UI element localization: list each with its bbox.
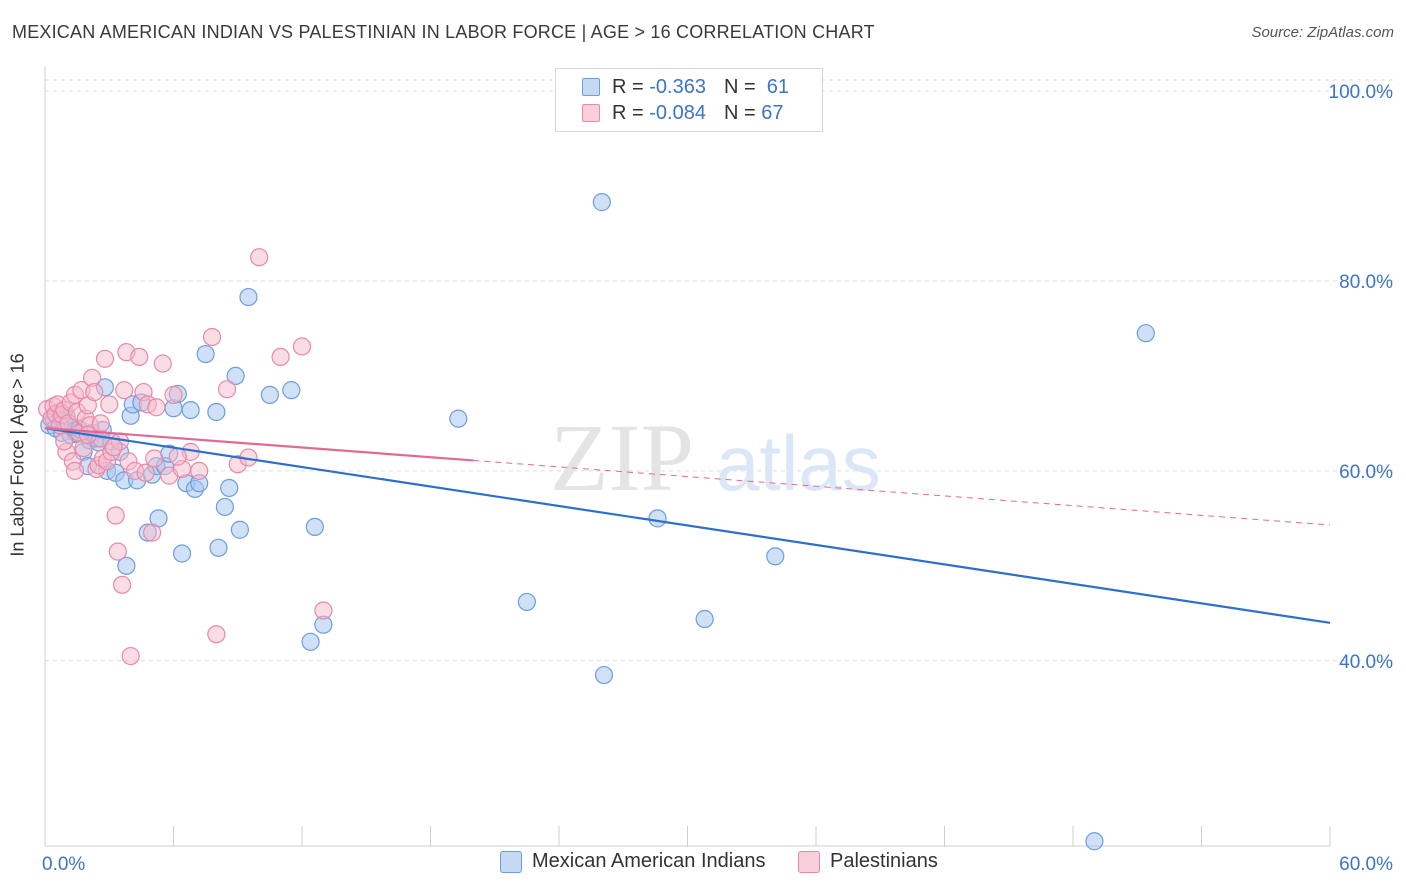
point-mexican-american-indians xyxy=(648,509,667,528)
series-mexican-american-indians xyxy=(40,193,1155,851)
point-mexican-american-indians xyxy=(260,385,279,404)
point-mexican-american-indians xyxy=(305,517,324,537)
point-palestinians xyxy=(147,398,166,417)
point-palestinians xyxy=(100,395,119,414)
legend-swatch-blue xyxy=(500,850,522,873)
point-palestinians xyxy=(55,432,74,451)
point-mexican-american-indians xyxy=(766,547,785,566)
point-palestinians xyxy=(250,248,269,267)
point-palestinians xyxy=(130,347,149,367)
point-palestinians xyxy=(142,523,162,542)
point-mexican-american-indians xyxy=(220,478,239,498)
stats-row-blue: R = -0.363 N = 61 xyxy=(582,74,789,100)
point-mexican-american-indians xyxy=(301,632,320,651)
legend-label-palestinians: Palestinians xyxy=(830,850,938,872)
gridlines xyxy=(45,79,1394,662)
point-palestinians xyxy=(217,380,237,399)
stats-r-value-blue: -0.363 xyxy=(649,75,706,98)
x-tick-label: 60.0% xyxy=(1339,854,1393,875)
legend-item-mexican-american-indians[interactable]: Mexican American Indians xyxy=(500,850,765,873)
point-palestinians xyxy=(91,414,110,433)
point-mexican-american-indians xyxy=(226,366,245,386)
watermark: ZIP atlas xyxy=(550,404,881,511)
chart-source: Source: ZipAtlas.com xyxy=(1251,24,1394,41)
point-palestinians xyxy=(164,385,183,404)
point-mexican-american-indians xyxy=(517,592,536,612)
stats-r-label: R = xyxy=(612,101,644,124)
y-tick-labels: 40.0% 60.0% 80.0% 100.0% xyxy=(1329,82,1394,673)
point-palestinians xyxy=(207,625,226,644)
legend-item-palestinians[interactable]: Palestinians xyxy=(798,850,938,873)
trend-lines xyxy=(44,427,1331,624)
stats-n-label: N = xyxy=(723,101,756,124)
point-palestinians xyxy=(145,449,164,468)
stats-r-label: R = xyxy=(612,75,644,98)
stats-r-value-pink: -0.084 xyxy=(649,101,706,124)
point-palestinians xyxy=(292,337,312,356)
x-tick-labels: 0.0% 60.0% xyxy=(42,854,1393,875)
point-palestinians xyxy=(153,354,172,373)
point-mexican-american-indians xyxy=(1085,832,1104,851)
legend-swatch-pink xyxy=(798,850,820,873)
point-mexican-american-indians xyxy=(207,402,226,422)
point-mexican-american-indians xyxy=(592,193,611,212)
legend-label-mexican-american-indians: Mexican American Indians xyxy=(532,850,766,872)
point-palestinians xyxy=(65,461,85,480)
point-mexican-american-indians xyxy=(239,287,258,307)
y-tick-label: 40.0% xyxy=(1339,652,1393,673)
axes xyxy=(44,66,1331,847)
point-mexican-american-indians xyxy=(172,544,192,563)
watermark-zip: ZIP xyxy=(550,404,694,511)
trend-line-palestinians-extension xyxy=(473,459,1331,526)
point-mexican-american-indians xyxy=(209,538,228,557)
point-palestinians xyxy=(190,461,209,480)
point-mexican-american-indians xyxy=(230,520,249,539)
point-palestinians xyxy=(121,646,140,666)
point-mexican-american-indians xyxy=(695,609,714,629)
point-palestinians xyxy=(168,447,187,466)
point-mexican-american-indians xyxy=(594,665,614,685)
bottom-legend: Mexican American Indians Palestinians xyxy=(0,850,1406,878)
point-mexican-american-indians xyxy=(196,344,215,364)
stats-swatch-blue xyxy=(582,78,600,96)
point-palestinians xyxy=(115,381,134,400)
point-palestinians xyxy=(85,382,104,402)
y-tick-label: 60.0% xyxy=(1339,462,1393,483)
stats-n-value-pink: 67 xyxy=(761,101,784,124)
y-axis-title: In Labor Force | Age > 16 xyxy=(7,353,28,557)
point-mexican-american-indians xyxy=(282,381,301,400)
chart-title: MEXICAN AMERICAN INDIAN VS PALESTINIAN I… xyxy=(12,22,875,42)
point-palestinians xyxy=(314,601,333,620)
stats-legend: R = -0.363 N = 61 R = -0.084 N = 67 xyxy=(555,68,823,132)
point-mexican-american-indians xyxy=(1136,324,1155,343)
stats-n-label: N = xyxy=(723,75,756,98)
stats-n-value-blue: 61 xyxy=(766,75,790,98)
point-palestinians xyxy=(108,542,127,561)
point-palestinians xyxy=(106,506,125,525)
stats-swatch-pink xyxy=(582,104,600,122)
stats-row-pink: R = -0.084 N = 67 xyxy=(582,100,783,126)
series-palestinians xyxy=(38,248,333,666)
watermark-atlas: atlas xyxy=(716,419,881,507)
point-mexican-american-indians xyxy=(215,497,234,517)
y-tick-label: 80.0% xyxy=(1339,272,1393,293)
x-tick-label: 0.0% xyxy=(42,854,85,875)
point-palestinians xyxy=(112,575,132,594)
point-palestinians xyxy=(202,327,222,347)
point-mexican-american-indians xyxy=(181,400,200,420)
point-palestinians xyxy=(95,349,115,368)
y-tick-label: 100.0% xyxy=(1329,82,1394,103)
point-mexican-american-indians xyxy=(117,556,136,575)
point-palestinians xyxy=(104,438,123,457)
point-mexican-american-indians xyxy=(449,409,468,428)
point-palestinians xyxy=(271,347,290,367)
trend-line-palestinians xyxy=(44,427,474,462)
point-palestinians xyxy=(136,463,155,482)
trend-line-mexican-american-indians xyxy=(44,427,1331,624)
